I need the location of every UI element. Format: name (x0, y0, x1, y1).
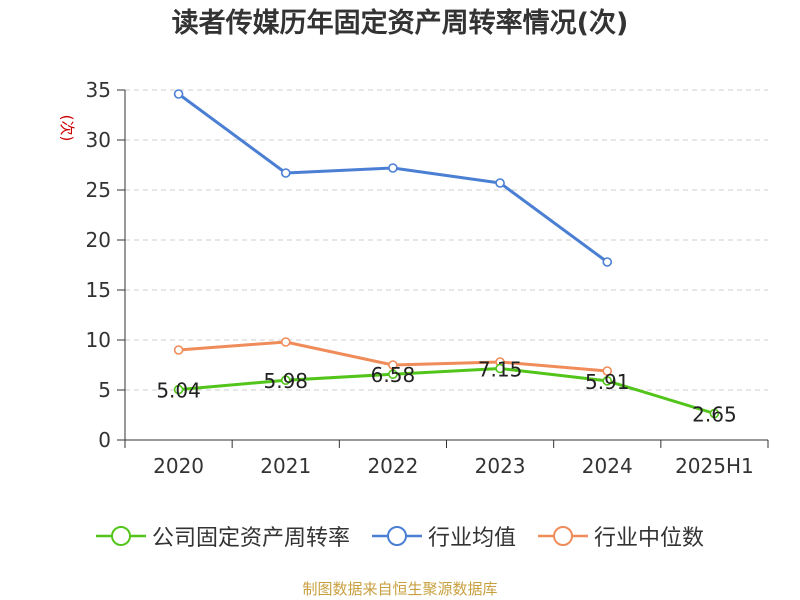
legend-label: 公司固定资产周转率 (151, 526, 350, 551)
axes: 0 5 10 15 20 25 30 35 2020 2021 2022 2023 2024 2025H1… (58, 78, 769, 478)
y-tick-label: 30 (86, 128, 111, 152)
data-label: 6.58 (371, 363, 416, 387)
series-line (178, 367, 715, 415)
data-point (602, 376, 613, 386)
data-point (280, 337, 291, 347)
x-tick-label: 2023 (475, 454, 526, 478)
series-line (177, 92, 609, 264)
y-tick-label: 25 (86, 178, 111, 202)
data-point (709, 408, 720, 419)
grid-lines (125, 89, 768, 391)
legend-marker-icon (538, 526, 588, 546)
x-tick-label: 2021 (260, 454, 311, 478)
data-point (388, 163, 398, 173)
legend-item[interactable]: 行业均值 (371, 520, 516, 552)
data-label: 2.65 (692, 403, 737, 427)
legend-label: 行业均值 (427, 526, 516, 551)
data-point (173, 345, 184, 355)
data-point (173, 89, 184, 99)
series-lines (173, 89, 720, 419)
x-tick-label: 2024 (582, 454, 633, 478)
legend-marker-icon (371, 526, 422, 546)
data-labels: 5.04 5.98 6.58 7.15 5.91 2.65 (156, 358, 736, 427)
data-point (280, 168, 291, 178)
y-axis-unit: (次) (58, 115, 76, 142)
source-note: 制图数据来自恒生聚源数据库 (302, 580, 498, 598)
data-label: 5.98 (263, 369, 308, 393)
data-point (388, 360, 398, 370)
data-point (602, 366, 613, 376)
data-point (602, 257, 613, 267)
y-tick-label: 0 (98, 428, 111, 452)
legend-item[interactable]: 公司固定资产周转率 (95, 520, 350, 552)
data-point (495, 363, 505, 374)
chart-title: 读者传媒历年固定资产周转率情况(次) (171, 8, 629, 39)
data-point (173, 384, 184, 395)
legend-label: 行业中位数 (594, 526, 705, 551)
data-point (280, 375, 291, 386)
x-tick-label: 2020 (153, 454, 204, 478)
data-label: 5.04 (156, 379, 201, 403)
data-point (388, 369, 398, 380)
data-label: 7.15 (478, 358, 523, 382)
x-tick-label: 2025H1 (675, 454, 754, 478)
data-point (495, 178, 505, 188)
y-tick-label: 20 (86, 228, 111, 252)
y-tick-label: 10 (86, 328, 111, 352)
y-tick-label: 5 (98, 378, 111, 402)
y-tick-label: 35 (86, 78, 111, 102)
legend-item[interactable]: 行业中位数 (538, 520, 704, 552)
y-tick-label: 15 (86, 278, 111, 302)
legend: 公司固定资产周转率 行业均值 行业中位数 (0, 520, 800, 552)
x-tick-label: 2022 (367, 454, 418, 478)
data-label: 5.91 (585, 370, 630, 394)
legend-marker-icon (95, 526, 146, 546)
